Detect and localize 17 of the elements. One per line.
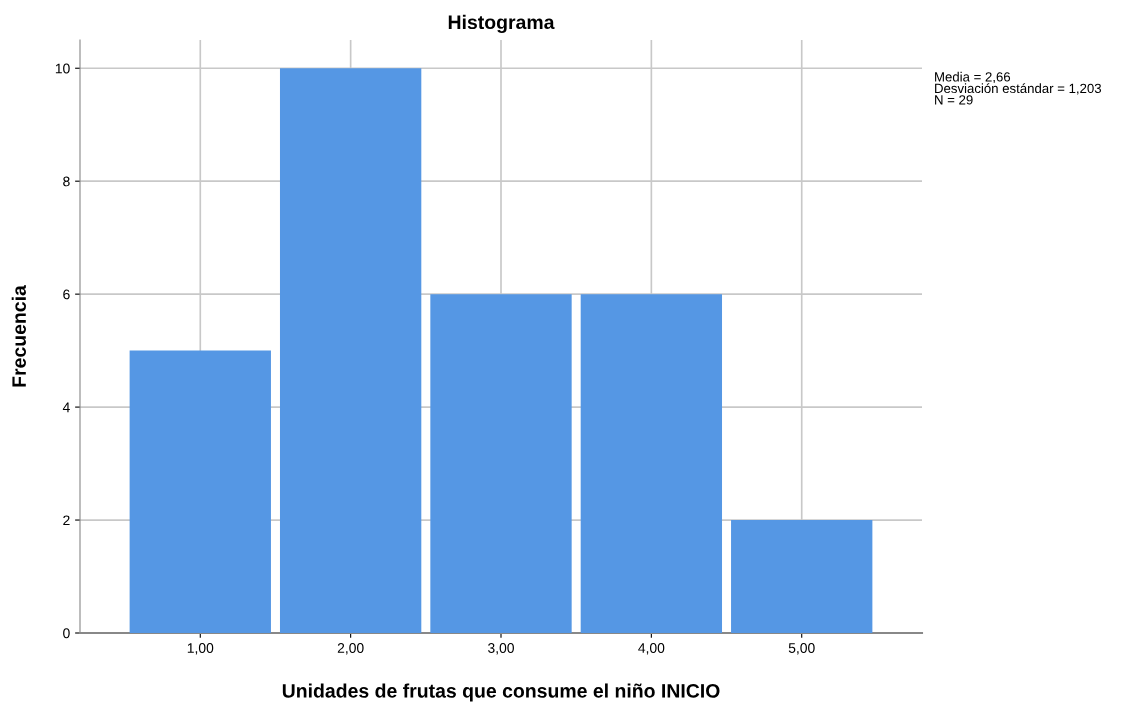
y-tick-label: 6 xyxy=(63,289,70,300)
x-tick-label: 4,00 xyxy=(638,643,665,655)
chart-title: Histograma xyxy=(448,14,555,34)
y-tick-label: 4 xyxy=(62,402,70,413)
x-tick-label: 5,00 xyxy=(788,643,815,655)
text: Desviación estándar = 1,203 xyxy=(935,83,1102,95)
text: N = 29 xyxy=(935,95,973,105)
y-tick-label: 2 xyxy=(63,515,70,526)
y-tick-label: 10 xyxy=(55,63,70,74)
text: Media = 2,66 xyxy=(935,71,1011,84)
y-axis-title: Frecuencia xyxy=(11,285,26,387)
y-tick-label: 0 xyxy=(63,628,70,639)
x-tick-label: 3,00 xyxy=(488,643,514,655)
y-tick-label: 8 xyxy=(63,176,70,187)
x-tick-label: 2,00 xyxy=(337,643,364,655)
x-axis-title: Unidades de frutas que consume el niño INICIO xyxy=(282,683,720,702)
x-tick-label: 1,00 xyxy=(187,643,214,655)
